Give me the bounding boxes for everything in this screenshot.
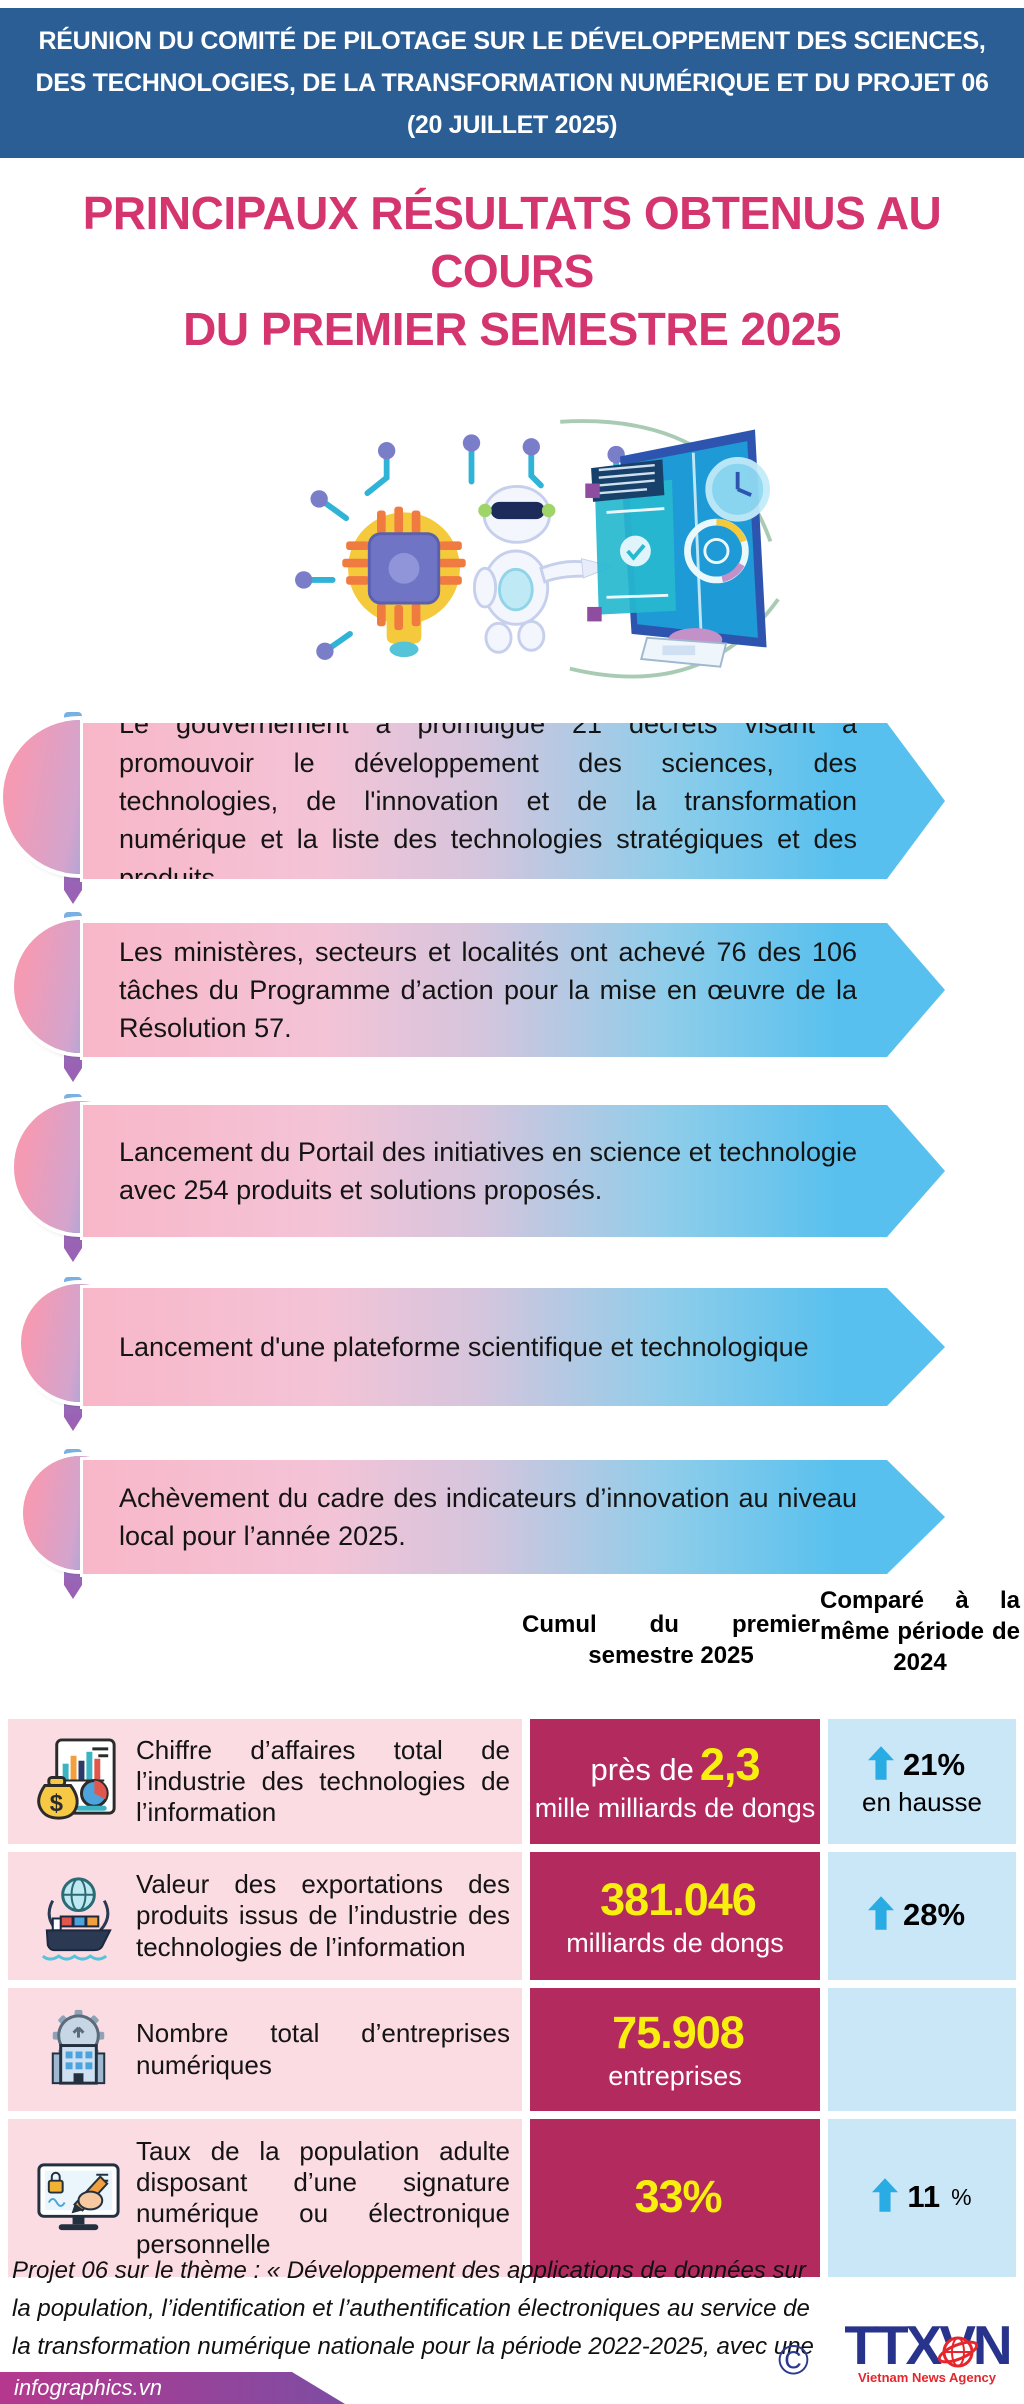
banner-arrow: Les ministères, secteurs et localités on… bbox=[80, 920, 948, 1060]
achievement-banner: Les ministères, secteurs et localités on… bbox=[0, 920, 1024, 1060]
achievement-banner: Le gouvernement a promulgué 21 décrets v… bbox=[0, 720, 1024, 882]
tech-illustration bbox=[0, 404, 1024, 704]
lightbulb-chip-icon bbox=[342, 506, 466, 658]
row-label-cell: Valeur des exportations des produits iss… bbox=[8, 1852, 522, 1980]
banner-text: Les ministères, secteurs et localités on… bbox=[119, 936, 857, 1044]
row-value-cell: 33% bbox=[530, 2119, 820, 2277]
banner-arrow: Lancement d'une plateforme scientifique … bbox=[80, 1285, 948, 1409]
change-percent: 11 bbox=[907, 2179, 941, 2214]
page-title: PRINCIPAUX RÉSULTATS OBTENUS AU COURS DU… bbox=[0, 184, 1024, 358]
row-value-cell: 381.046 milliards de dongs bbox=[530, 1852, 820, 1980]
stats-column-headers: Cumul du premier semestre 2025 Comparé à… bbox=[8, 1583, 1020, 1719]
site-url: infographics.vn bbox=[14, 2375, 162, 2400]
svg-text:$: $ bbox=[49, 1790, 62, 1817]
row-change-cell: 11 % bbox=[828, 2119, 1016, 2277]
up-arrow-icon bbox=[867, 1745, 894, 1785]
achievement-banner: Lancement du Portail des initiatives en … bbox=[0, 1102, 1024, 1240]
row-label: Nombre total d’entreprises numériques bbox=[136, 2018, 510, 2080]
dashboard-screen-icon bbox=[585, 429, 770, 668]
digital-signature-icon bbox=[26, 2151, 130, 2246]
banner-text: Lancement du Portail des initiatives en … bbox=[119, 1136, 857, 1205]
up-arrow-icon bbox=[867, 1895, 894, 1935]
header-banner: RÉUNION DU COMITÉ DE PILOTAGE SUR LE DÉV… bbox=[0, 8, 1024, 158]
revenue-chart-icon: $ bbox=[26, 1734, 130, 1829]
change-percent: 21% bbox=[902, 1747, 966, 1782]
row-value-cell: près de 2,3 mille milliards de dongs bbox=[530, 1719, 820, 1844]
ttxvn-logo-caption: Vietnam News Agency bbox=[858, 2370, 996, 2385]
row-label: Chiffre d’affaires total de l’industrie … bbox=[136, 1734, 510, 1828]
row-value-cell: 75.908 entreprises bbox=[530, 1988, 820, 2111]
achievement-banner: Achèvement du cadre des indicateurs d’in… bbox=[0, 1457, 1024, 1577]
copyright-symbol: © bbox=[778, 2336, 809, 2383]
banner-arrow: Lancement du Portail des initiatives en … bbox=[80, 1102, 948, 1240]
row-change-cell: 28% bbox=[828, 1852, 1016, 1980]
stats-table: Cumul du premier semestre 2025 Comparé à… bbox=[8, 1583, 1020, 2277]
row-label: Taux de la population adulte disposant d… bbox=[136, 2135, 510, 2260]
table-row: Nombre total d’entreprises numériques 75… bbox=[8, 1988, 1016, 2111]
change-percent: 28% bbox=[902, 1897, 966, 1932]
banner-text: Lancement d'une plateforme scientifique … bbox=[119, 1331, 809, 1362]
column-header-compare: Comparé à la même période de 2024 bbox=[820, 1587, 1020, 1676]
page-title-line-2: DU PREMIER SEMESTRE 2025 bbox=[183, 303, 841, 355]
header-line-3: (20 JUILLET 2025) bbox=[406, 111, 618, 139]
value-number: 2,3 bbox=[699, 1739, 761, 1790]
ttxvn-logo-text: TTXVN bbox=[844, 2314, 1012, 2376]
banner-arrow: Le gouvernement a promulgué 21 décrets v… bbox=[80, 720, 948, 882]
table-row: $ Chiffre d’affaires total de l’industri… bbox=[8, 1719, 1016, 1844]
banner-arrow: Achèvement du cadre des indicateurs d’in… bbox=[80, 1457, 948, 1577]
banner-text: Le gouvernement a promulgué 21 décrets v… bbox=[119, 709, 857, 893]
globe-icon bbox=[936, 2328, 980, 2377]
site-bar: infographics.vn bbox=[0, 2372, 345, 2404]
achievement-banners: Le gouvernement a promulgué 21 décrets v… bbox=[0, 720, 1024, 1577]
up-arrow-icon bbox=[872, 2177, 899, 2217]
change-note: en hausse bbox=[862, 1786, 982, 1817]
row-change-cell: 21% en hausse bbox=[828, 1719, 1016, 1844]
row-change-cell bbox=[828, 1988, 1016, 2111]
export-ship-icon bbox=[26, 1869, 130, 1964]
value-unit: entreprises bbox=[608, 2061, 742, 2091]
lightbulb-robot-screen-illustration bbox=[295, 419, 780, 679]
ttxvn-logo: TTXVN Vietnam News Agency bbox=[836, 2316, 1018, 2385]
change-percent-suffix: % bbox=[951, 2183, 972, 2210]
header-line-2: DES TECHNOLOGIES, DE LA TRANSFORMATION N… bbox=[35, 69, 989, 97]
value-number: 381.046 bbox=[600, 1873, 757, 1925]
column-header-cumul: Cumul du premier semestre 2025 bbox=[522, 1611, 820, 1669]
row-label-cell: Nombre total d’entreprises numériques bbox=[8, 1988, 522, 2111]
row-label-cell: Taux de la population adulte disposant d… bbox=[8, 2119, 522, 2277]
row-label: Valeur des exportations des produits iss… bbox=[136, 1869, 510, 1962]
value-number: 33% bbox=[634, 2171, 722, 2222]
table-row: Valeur des exportations des produits iss… bbox=[8, 1852, 1016, 1980]
page-title-line-1: PRINCIPAUX RÉSULTATS OBTENUS AU COURS bbox=[82, 187, 942, 297]
value-unit: mille milliards de dongs bbox=[534, 1793, 816, 1823]
banner-text: Achèvement du cadre des indicateurs d’in… bbox=[119, 1482, 857, 1551]
header-line-1: RÉUNION DU COMITÉ DE PILOTAGE SUR LE DÉV… bbox=[38, 27, 986, 55]
achievement-banner: Lancement d'une plateforme scientifique … bbox=[0, 1285, 1024, 1409]
robot-icon bbox=[472, 484, 614, 654]
value-number: 75.908 bbox=[612, 2007, 745, 2058]
value-prefix: près de bbox=[590, 1752, 694, 1787]
row-label-cell: $ Chiffre d’affaires total de l’industri… bbox=[8, 1719, 522, 1844]
table-row: Taux de la population adulte disposant d… bbox=[8, 2119, 1016, 2277]
value-unit: milliards de dongs bbox=[566, 1927, 784, 1958]
digital-enterprise-icon bbox=[26, 2002, 130, 2097]
